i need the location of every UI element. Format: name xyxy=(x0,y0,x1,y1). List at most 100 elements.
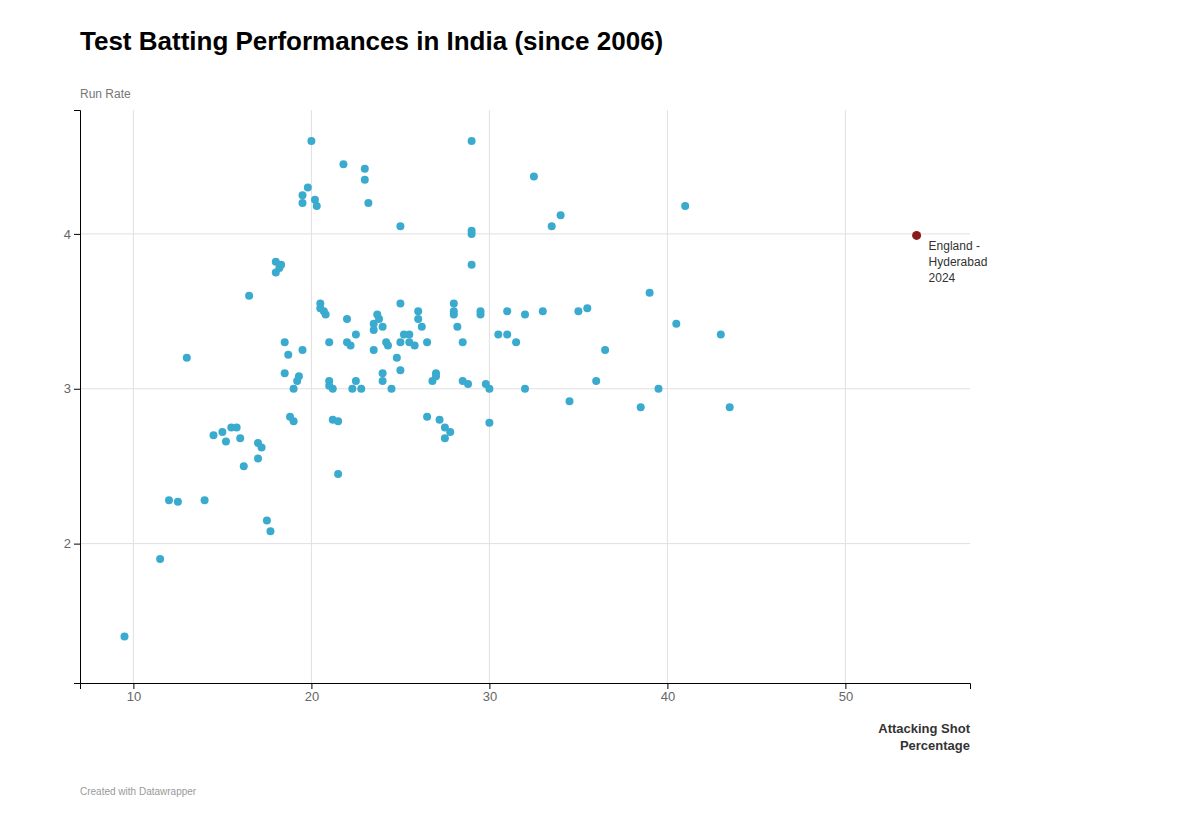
point xyxy=(468,261,476,269)
point xyxy=(494,331,502,339)
grid-line xyxy=(133,110,134,683)
annotation: England - xyxy=(929,239,980,253)
annotation: 2024 xyxy=(929,271,956,285)
point xyxy=(165,496,173,504)
point xyxy=(364,199,372,207)
y-axis: 2 3 4 xyxy=(64,111,81,684)
point xyxy=(370,346,378,354)
point xyxy=(512,338,520,346)
grid-line xyxy=(489,110,490,683)
x-axis-title: Attacking Shot xyxy=(878,721,970,736)
point xyxy=(468,230,476,238)
point xyxy=(295,372,303,380)
point xyxy=(453,323,461,331)
point xyxy=(174,498,182,506)
point xyxy=(521,310,529,318)
tick-mark xyxy=(74,389,80,390)
x-axis-title: Percentage xyxy=(900,738,970,753)
point xyxy=(361,165,369,173)
point xyxy=(393,354,401,362)
tick-mark xyxy=(311,683,312,689)
tick-mark xyxy=(74,544,80,545)
point xyxy=(459,338,467,346)
tick: 3 xyxy=(64,381,80,396)
point xyxy=(411,341,419,349)
plot: 1020304050234England -Hyderabad2024 xyxy=(64,110,988,704)
point xyxy=(717,331,725,339)
tick-label: 2 xyxy=(64,536,71,551)
tick: 10 xyxy=(127,683,141,704)
tick: 40 xyxy=(661,683,675,704)
point xyxy=(414,315,422,323)
point xyxy=(299,199,307,207)
point xyxy=(254,454,262,462)
point xyxy=(418,323,426,331)
point xyxy=(277,261,285,269)
x-axis: 10 20 30 40 50 xyxy=(81,683,971,704)
point xyxy=(361,176,369,184)
point xyxy=(384,341,392,349)
point xyxy=(348,385,356,393)
point xyxy=(201,496,209,504)
point xyxy=(566,397,574,405)
point xyxy=(423,413,431,421)
point xyxy=(240,462,248,470)
point xyxy=(347,341,355,349)
point xyxy=(450,310,458,318)
point xyxy=(436,416,444,424)
point xyxy=(601,346,609,354)
tick-mark xyxy=(74,234,80,235)
point xyxy=(263,516,271,524)
point xyxy=(557,211,565,219)
point xyxy=(583,304,591,312)
point xyxy=(681,202,689,210)
point xyxy=(236,434,244,442)
point xyxy=(218,428,226,436)
point xyxy=(352,331,360,339)
tick-mark xyxy=(667,683,668,689)
point xyxy=(290,385,298,393)
point xyxy=(352,377,360,385)
grid-line xyxy=(80,233,970,234)
point xyxy=(432,372,440,380)
point xyxy=(485,419,493,427)
tick: 30 xyxy=(483,683,497,704)
point xyxy=(592,377,600,385)
tick-label: 20 xyxy=(305,689,319,704)
grid-line xyxy=(80,543,970,544)
point xyxy=(313,202,321,210)
point xyxy=(396,366,404,374)
point xyxy=(441,434,449,442)
point xyxy=(304,183,312,191)
point xyxy=(396,338,404,346)
grid-line xyxy=(845,110,846,683)
points xyxy=(121,137,922,641)
point xyxy=(539,307,547,315)
point xyxy=(423,338,431,346)
point xyxy=(281,338,289,346)
point xyxy=(379,377,387,385)
tick: 4 xyxy=(64,227,80,242)
point xyxy=(726,403,734,411)
tick: 2 xyxy=(64,536,80,551)
point xyxy=(183,354,191,362)
title: Test Batting Performances in India (sinc… xyxy=(80,26,663,56)
point xyxy=(388,385,396,393)
tick-label: 50 xyxy=(839,689,853,704)
point xyxy=(258,444,266,452)
point xyxy=(233,423,241,431)
point xyxy=(245,292,253,300)
tick: 50 xyxy=(839,683,853,704)
grid-line xyxy=(311,110,312,683)
point xyxy=(503,307,511,315)
point xyxy=(299,346,307,354)
point xyxy=(379,323,387,331)
grid xyxy=(80,110,970,683)
tick-label: 3 xyxy=(64,381,71,396)
axis-line xyxy=(74,111,81,684)
point xyxy=(357,385,365,393)
tick: 20 xyxy=(305,683,319,704)
tick-label: 40 xyxy=(661,689,675,704)
tick-mark xyxy=(133,683,134,689)
point xyxy=(396,300,404,308)
